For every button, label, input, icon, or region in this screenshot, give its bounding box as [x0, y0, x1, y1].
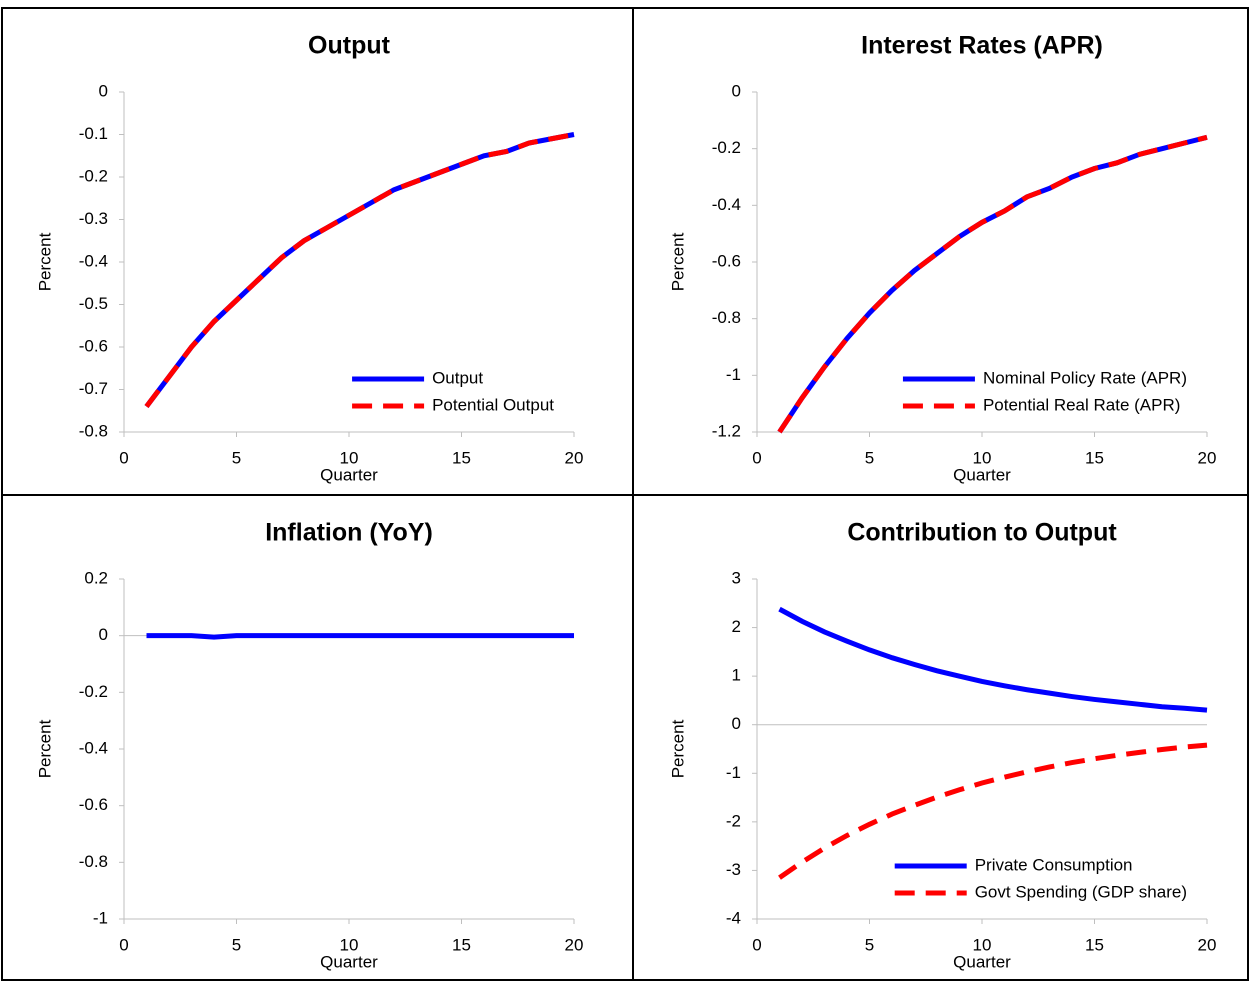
x-tick-label: 10 [340, 448, 359, 467]
legend-label: Nominal Policy Rate (APR) [983, 368, 1187, 387]
legend-label: Potential Output [432, 395, 554, 414]
y-axis-label: Percent [668, 232, 687, 291]
x-axis-label: Quarter [953, 952, 1011, 971]
x-axis-label: Quarter [953, 465, 1011, 484]
x-axis-label: Quarter [320, 465, 378, 484]
chart-title: Contribution to Output [847, 519, 1117, 547]
y-tick-label: -0.8 [79, 421, 108, 440]
y-tick-label: -3 [726, 860, 741, 879]
x-tick-label: 20 [1198, 935, 1217, 954]
y-tick-label: 2 [732, 617, 741, 636]
legend-label: Potential Real Rate (APR) [983, 395, 1180, 414]
legend-label: Output [432, 368, 483, 387]
x-tick-label: 15 [452, 448, 471, 467]
y-tick-label: -0.2 [79, 682, 108, 701]
y-tick-label: -0.8 [79, 852, 108, 871]
x-tick-label: 0 [119, 448, 128, 467]
series-line [146, 633, 574, 640]
y-tick-label: 0 [99, 625, 108, 644]
series-line [144, 132, 575, 409]
x-tick-label: 20 [565, 935, 584, 954]
x-tick-label: 10 [973, 935, 992, 954]
y-tick-label: 0 [732, 81, 741, 100]
x-tick-label: 0 [752, 935, 761, 954]
y-tick-label: -2 [726, 811, 741, 830]
y-tick-label: 0 [732, 714, 741, 733]
y-tick-label: 0 [99, 81, 108, 100]
y-tick-label: -0.6 [79, 795, 108, 814]
series-line [144, 132, 575, 409]
y-tick-label: -4 [726, 908, 741, 927]
y-tick-label: -0.3 [79, 209, 108, 228]
y-axis-label: Percent [35, 232, 54, 291]
x-axis-label: Quarter [320, 952, 378, 971]
y-tick-label: -0.7 [79, 379, 108, 398]
x-tick-label: 10 [973, 448, 992, 467]
y-tick-label: -1 [726, 763, 741, 782]
x-tick-label: 0 [119, 935, 128, 954]
y-tick-label: 0.2 [84, 568, 108, 587]
x-tick-label: 15 [1085, 448, 1104, 467]
y-tick-label: -0.8 [712, 308, 741, 327]
y-tick-label: -1.2 [712, 421, 741, 440]
y-tick-label: -0.4 [79, 251, 108, 270]
series-line [778, 742, 1208, 880]
x-tick-label: 0 [752, 448, 761, 467]
y-axis-label: Percent [668, 719, 687, 778]
y-tick-label: -0.5 [79, 294, 108, 313]
legend-label: Private Consumption [975, 855, 1133, 874]
chart-title: Inflation (YoY) [265, 519, 433, 547]
chart-title: Output [308, 32, 391, 60]
series-line [777, 134, 1208, 434]
x-tick-label: 10 [340, 935, 359, 954]
x-tick-label: 5 [865, 935, 874, 954]
y-tick-label: 3 [732, 568, 741, 587]
x-tick-label: 15 [452, 935, 471, 954]
y-tick-label: 1 [732, 666, 741, 685]
x-tick-label: 5 [865, 448, 874, 467]
x-tick-label: 20 [565, 448, 584, 467]
series-line [777, 134, 1208, 434]
y-tick-label: -1 [726, 365, 741, 384]
y-axis-label: Percent [35, 719, 54, 778]
x-tick-label: 15 [1085, 935, 1104, 954]
chart-title: Interest Rates (APR) [861, 32, 1103, 60]
series-line [778, 606, 1208, 713]
y-tick-label: -1 [93, 908, 108, 927]
y-tick-label: -0.6 [79, 336, 108, 355]
y-tick-label: -0.1 [79, 124, 108, 143]
y-tick-label: -0.4 [79, 738, 108, 757]
y-tick-label: -0.6 [712, 251, 741, 270]
x-tick-label: 5 [232, 448, 241, 467]
legend-label: Govt Spending (GDP share) [975, 882, 1187, 901]
x-tick-label: 5 [232, 935, 241, 954]
y-tick-label: -0.2 [712, 138, 741, 157]
x-tick-label: 20 [1198, 448, 1217, 467]
y-tick-label: -0.2 [79, 166, 108, 185]
y-tick-label: -0.4 [712, 195, 741, 214]
